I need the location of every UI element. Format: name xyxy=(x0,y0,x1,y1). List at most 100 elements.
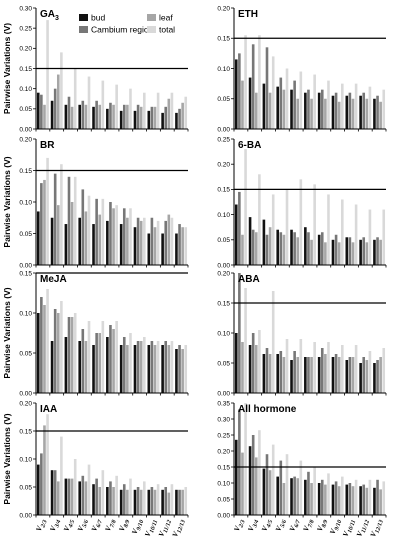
bar-cambium-region-11 xyxy=(362,237,366,265)
bar-leaf-10 xyxy=(153,227,157,265)
bar-bud-11 xyxy=(161,112,164,129)
bar-leaf-9 xyxy=(139,489,143,515)
bar-cambium-region-8 xyxy=(320,89,324,129)
x-tick-label: V2/3 xyxy=(232,518,247,534)
bar-leaf-11 xyxy=(365,98,369,129)
bar-leaf-11 xyxy=(167,214,171,265)
bar-leaf-8 xyxy=(324,98,327,129)
bar-bud-9 xyxy=(133,489,137,515)
y-tick-label: 0.15 xyxy=(19,270,32,277)
bar-cambium-region-3 xyxy=(251,435,255,515)
bar-bud-7 xyxy=(106,108,109,129)
bar-bud-8 xyxy=(119,345,123,393)
y-tick-label: 0.00 xyxy=(19,512,32,519)
y-tick-label: 0.00 xyxy=(217,126,230,133)
bar-bud-8 xyxy=(317,234,321,265)
bar-total-4 xyxy=(73,459,77,515)
bar-cambium-region-11 xyxy=(362,484,366,515)
bar-cambium-region-7 xyxy=(109,481,112,515)
bar-total-9 xyxy=(340,83,344,130)
legend-label: leaf xyxy=(159,13,173,23)
bar-total-10 xyxy=(354,204,358,265)
y-tick-label: 0.05 xyxy=(19,350,32,357)
bar-total-2 xyxy=(244,288,247,393)
bar-cambium-region-7 xyxy=(109,325,112,393)
bar-leaf-3 xyxy=(254,345,258,393)
bar-total-12 xyxy=(382,481,386,515)
bar-bud-4 xyxy=(262,354,266,393)
bar-cambium-region-8 xyxy=(320,348,324,393)
bar-leaf-4 xyxy=(70,202,74,265)
bar-cambium-region-11 xyxy=(362,357,366,393)
bar-cambium-region-6 xyxy=(293,351,296,393)
panel-title: BR xyxy=(40,140,55,151)
bar-bud-2 xyxy=(234,204,238,265)
y-tick-label: 0.20 xyxy=(19,46,32,53)
bar-cambium-region-10 xyxy=(150,341,154,393)
bar-cambium-region-9 xyxy=(334,92,338,129)
bar-leaf-9 xyxy=(337,486,341,515)
x-tick-label: V10/11 xyxy=(341,518,358,539)
bar-bud-11 xyxy=(161,489,164,515)
bar-bud-3 xyxy=(50,470,54,515)
bar-cambium-region-6 xyxy=(95,333,98,393)
y-tick-label: 0.05 xyxy=(217,360,230,367)
x-tick-label: V9/10 xyxy=(130,518,146,537)
bar-cambium-region-11 xyxy=(164,220,168,265)
bar-cambium-region-2 xyxy=(40,183,43,265)
bar-cambium-region-4 xyxy=(265,348,269,393)
bar-bud-4 xyxy=(64,478,68,515)
bar-leaf-6 xyxy=(98,333,102,393)
bar-leaf-6 xyxy=(296,357,300,393)
bar-leaf-3 xyxy=(56,481,60,515)
x-tick-label: V5/6 xyxy=(75,518,90,534)
bar-bud-8 xyxy=(119,224,123,265)
bar-bud-4 xyxy=(262,219,266,265)
bar-leaf-8 xyxy=(126,345,129,393)
bar-bud-7 xyxy=(106,337,109,393)
bar-leaf-5 xyxy=(282,483,286,515)
bar-leaf-6 xyxy=(98,214,102,265)
bar-bud-5 xyxy=(78,341,82,393)
bar-cambium-region-12 xyxy=(178,224,181,265)
bar-total-10 xyxy=(354,83,358,130)
bar-total-11 xyxy=(170,92,174,129)
bar-bud-2 xyxy=(36,313,40,393)
bar-cambium-region-5 xyxy=(279,77,283,129)
bar-bud-2 xyxy=(36,92,40,129)
bar-bud-3 xyxy=(248,446,252,515)
bar-leaf-3 xyxy=(56,74,60,129)
bar-cambium-region-8 xyxy=(122,337,126,393)
bar-cambium-region-4 xyxy=(265,454,269,515)
bar-total-8 xyxy=(327,80,330,129)
bar-cambium-region-12 xyxy=(376,479,379,515)
x-tick-label: V6/7 xyxy=(89,517,104,534)
y-tick-label: 0.20 xyxy=(19,136,32,143)
bar-total-11 xyxy=(170,217,174,265)
bar-cambium-region-11 xyxy=(164,487,168,515)
bar-total-11 xyxy=(368,86,372,129)
bar-leaf-11 xyxy=(365,487,369,515)
bar-total-9 xyxy=(142,217,146,265)
bar-total-4 xyxy=(271,291,275,393)
bar-total-3 xyxy=(60,52,63,130)
bar-bud-10 xyxy=(345,360,349,393)
bar-cambium-region-10 xyxy=(348,92,352,129)
bar-bud-3 xyxy=(248,217,252,265)
bar-leaf-11 xyxy=(167,98,171,129)
bar-cambium-region-3 xyxy=(53,470,57,515)
legend-label: Cambium region xyxy=(91,25,154,35)
bar-cambium-region-2 xyxy=(238,191,241,265)
bar-cambium-region-9 xyxy=(334,354,338,393)
y-tick-label: 0.10 xyxy=(217,212,230,219)
bar-total-9 xyxy=(340,199,344,265)
bar-cambium-region-10 xyxy=(348,237,352,265)
bar-bud-9 xyxy=(331,484,335,515)
bar-cambium-region-12 xyxy=(376,95,379,129)
bar-cambium-region-12 xyxy=(178,489,181,515)
bar-leaf-8 xyxy=(126,489,129,515)
bar-leaf-6 xyxy=(296,478,300,515)
y-tick-label: 0.10 xyxy=(217,330,230,337)
bar-leaf-4 xyxy=(70,317,74,393)
y-tick-label: 0.00 xyxy=(217,512,230,519)
